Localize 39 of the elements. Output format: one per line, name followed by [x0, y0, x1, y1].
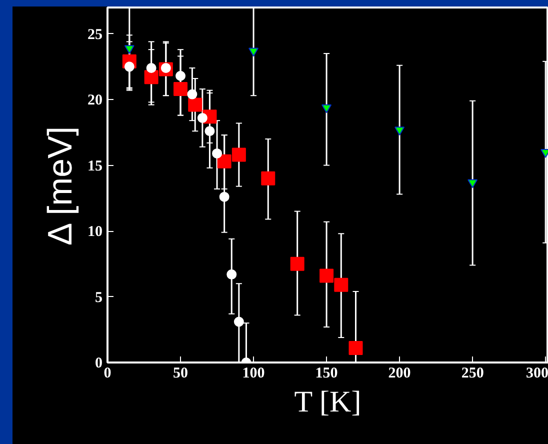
x-axis-title: T [K]	[294, 386, 362, 418]
y-tick-label: 25	[88, 26, 102, 43]
point	[261, 171, 276, 186]
y-tick-label: 0	[95, 356, 102, 372]
x-tick-label: 100	[242, 366, 265, 382]
point	[248, 48, 259, 57]
point	[124, 62, 134, 72]
point	[146, 62, 156, 73]
x-tick-label: 250	[461, 366, 484, 382]
y-axis-title: Δ [meV]	[42, 126, 80, 246]
point	[234, 316, 244, 327]
x-tick-label: 200	[388, 366, 411, 382]
y-tick-label: 10	[88, 224, 102, 240]
y-tick-label: 15	[88, 158, 102, 174]
x-tick-label: 300	[526, 366, 548, 382]
point	[468, 179, 478, 188]
point	[219, 192, 230, 202]
x-tick-label: 150	[315, 366, 338, 382]
point	[197, 112, 208, 123]
point	[174, 82, 188, 96]
point	[334, 278, 348, 292]
point	[144, 70, 158, 84]
point	[322, 104, 332, 114]
point	[348, 341, 363, 356]
x-tick-label: 50	[173, 366, 188, 382]
point	[226, 269, 237, 280]
point	[188, 98, 202, 112]
point	[176, 70, 186, 81]
point	[320, 268, 334, 283]
point	[232, 148, 246, 162]
point	[217, 154, 232, 168]
y-tick-label: 5	[95, 290, 102, 306]
point	[212, 148, 222, 158]
point	[204, 126, 215, 136]
point	[290, 256, 304, 271]
point	[187, 89, 198, 100]
point	[394, 126, 405, 136]
point	[124, 45, 134, 54]
y-tick-label: 20	[88, 92, 102, 109]
